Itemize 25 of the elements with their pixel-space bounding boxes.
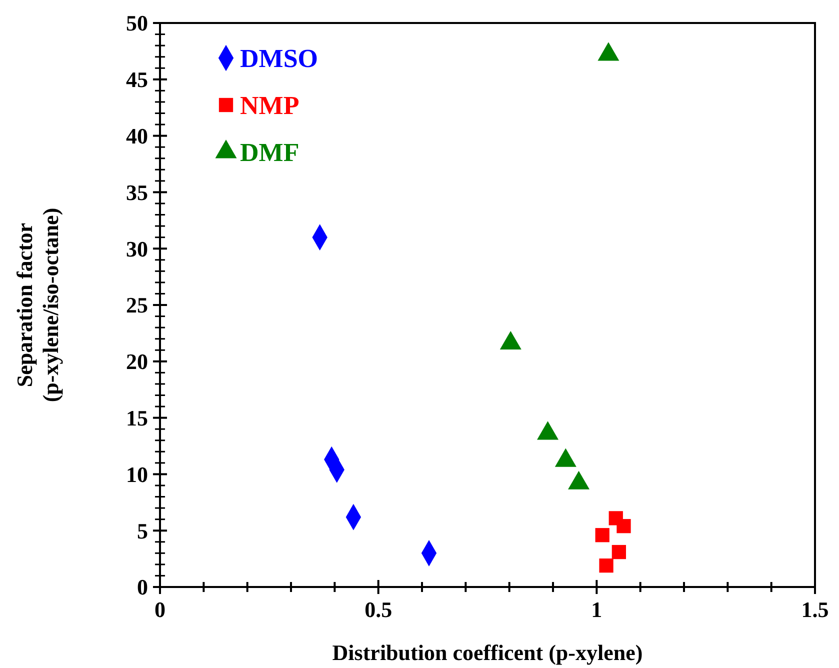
y-tick-label: 25 (126, 292, 148, 318)
x-tick-label: 1.5 (801, 597, 829, 622)
point (598, 42, 620, 61)
legend-label: DMSO (240, 44, 318, 74)
x-tick-label: 0 (154, 597, 166, 622)
y-tick-label: 30 (126, 236, 148, 262)
y-tick-label: 45 (126, 67, 148, 92)
y-tick-label: 40 (126, 124, 148, 148)
point (595, 528, 610, 542)
point (616, 519, 631, 534)
y-tick-label: 15 (126, 406, 148, 430)
point (612, 544, 626, 560)
x-tick-label: 0.5 (364, 597, 392, 622)
y-axis-title: Separation factor (p-xylene/iso-octane) (12, 208, 63, 402)
y-tick-label: 20 (126, 349, 148, 374)
legend-label: DMF (240, 138, 300, 168)
x-axis-title: Distribution coefficent (p-xylene) (332, 640, 643, 665)
y-tick-label: 5 (137, 518, 148, 544)
point (599, 558, 614, 573)
legend-label: NMP (240, 91, 300, 120)
y-tick-label: 10 (126, 462, 148, 487)
y-tick-label: 0 (137, 574, 148, 600)
x-tick-label: 1 (591, 597, 602, 622)
y-tick-label: 50 (126, 10, 148, 36)
y-tick-label: 35 (126, 180, 148, 205)
